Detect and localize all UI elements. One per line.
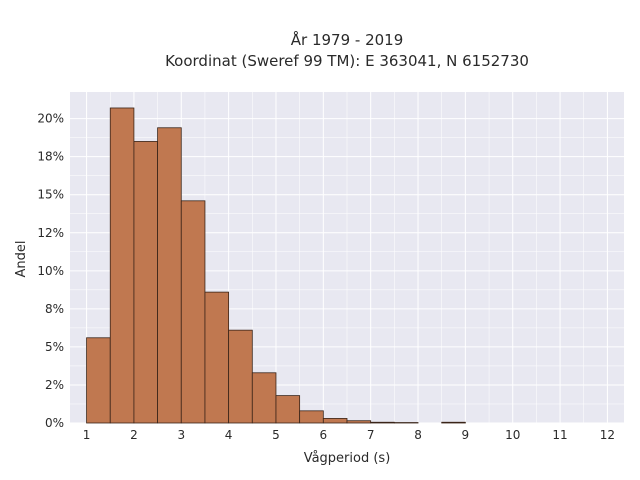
x-tick-label: 8 — [414, 428, 422, 442]
histogram-bar — [370, 421, 395, 424]
y-tick-label: 0% — [45, 416, 64, 430]
x-tick-label: 5 — [272, 428, 280, 442]
histogram-bar — [133, 141, 158, 424]
chart-title-line-1: År 1979 - 2019 — [291, 30, 404, 49]
x-tick-label: 2 — [130, 428, 138, 442]
histogram-bar — [86, 337, 111, 424]
bars — [86, 107, 466, 424]
x-tick-label: 10 — [505, 428, 520, 442]
y-tick-label: 18% — [37, 150, 64, 164]
y-axis-label: Andel — [14, 241, 29, 278]
histogram-bar — [441, 421, 466, 424]
histogram-bar — [228, 329, 253, 424]
y-tick-label: 2% — [45, 378, 64, 392]
histogram-bar — [180, 200, 206, 424]
histogram-bar — [157, 127, 182, 424]
y-axis-ticks: 0% 2% 5% 8% 10% 12% 15% 18% 20% — [37, 112, 64, 430]
histogram-bar — [322, 418, 348, 424]
histogram-bar — [275, 395, 301, 424]
y-tick-label: 8% — [45, 302, 64, 316]
y-tick-label: 15% — [37, 188, 64, 202]
chart-title-line-2: Koordinat (Sweref 99 TM): E 363041, N 61… — [165, 52, 529, 70]
histogram-bar — [204, 291, 230, 424]
x-axis-ticks: 1 2 3 4 5 6 7 8 9 10 11 12 — [83, 428, 615, 442]
x-tick-label: 3 — [177, 428, 185, 442]
x-tick-label: 7 — [367, 428, 375, 442]
x-tick-label: 4 — [225, 428, 233, 442]
x-tick-label: 12 — [600, 428, 615, 442]
y-tick-label: 12% — [37, 226, 64, 240]
y-tick-label: 20% — [37, 112, 64, 126]
x-tick-label: 1 — [83, 428, 91, 442]
x-tick-label: 11 — [552, 428, 567, 442]
x-axis-label: Vågperiod (s) — [304, 451, 391, 466]
histogram-bar — [251, 372, 277, 424]
x-tick-label: 6 — [320, 428, 328, 442]
y-tick-label: 5% — [45, 340, 64, 354]
histogram-bar — [299, 410, 324, 424]
histogram-bar — [346, 420, 372, 424]
y-tick-label: 10% — [37, 264, 64, 278]
histogram-bar — [109, 107, 135, 424]
x-tick-label: 9 — [462, 428, 470, 442]
